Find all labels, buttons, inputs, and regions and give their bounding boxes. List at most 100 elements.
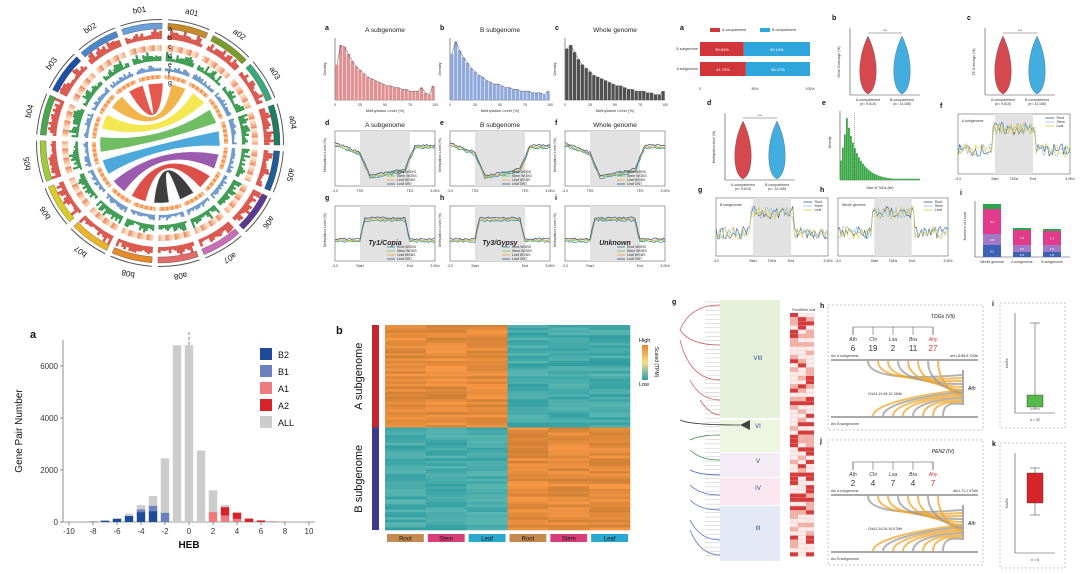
heat-box: [790, 376, 798, 380]
heat-box: [798, 481, 806, 485]
panel-label-b: b: [336, 325, 343, 337]
heat-cell: [548, 325, 589, 328]
heat-cell: [385, 476, 426, 479]
heat-cell: [589, 392, 630, 395]
bar-b2: [137, 512, 145, 522]
heat-cell: [467, 343, 508, 346]
species-label: Bra: [909, 472, 917, 478]
tree-branch: [680, 305, 720, 330]
tad-hist-bar: [914, 179, 916, 180]
heat-cell: [467, 392, 508, 395]
heat-box: [790, 401, 798, 405]
hist-bar: [412, 91, 415, 100]
heat-cell: [589, 489, 630, 492]
heat-box: [798, 477, 806, 481]
heat-cell: [385, 453, 426, 456]
heat-box: [798, 401, 806, 405]
heat-cell: [467, 484, 508, 487]
heat-box: [798, 321, 806, 325]
legend-label: Leaf: [1057, 124, 1064, 128]
hist-bar: [577, 59, 580, 100]
heat-cell: [589, 420, 630, 423]
heat-box: [798, 355, 806, 359]
te-family-label: Ty3/Gypsy: [482, 240, 518, 247]
tad-hist-bar: [894, 179, 896, 180]
heat-box: [790, 447, 798, 451]
heat-cell: [426, 384, 467, 387]
hist-bar: [355, 66, 358, 100]
heat-cell: [426, 525, 467, 528]
heat-cell: [508, 510, 549, 513]
panel-label-b: b: [832, 15, 836, 22]
heat-cell: [467, 522, 508, 525]
x-tick: 50: [498, 103, 502, 107]
track-c-cell: [161, 235, 163, 241]
heat-cell: [589, 325, 630, 328]
heat-cell: [426, 504, 467, 507]
heat-box: [790, 502, 798, 506]
y-axis-label: Methylation level (%): [712, 131, 716, 163]
heat-cell: [508, 394, 549, 397]
heat-box: [790, 552, 798, 556]
heat-cell: [548, 474, 589, 477]
heat-cell: [426, 387, 467, 390]
column-label: Leaf: [604, 537, 616, 543]
heat-cell: [426, 325, 467, 328]
heat-cell: [467, 328, 508, 331]
hist-bar: [343, 47, 346, 100]
heat-cell: [467, 356, 508, 359]
panel-label-g: g: [698, 187, 702, 194]
heat-cell: [467, 481, 508, 484]
heat-cell: [426, 515, 467, 518]
heat-cell: [548, 351, 589, 354]
tad-hist-bar: [906, 179, 908, 180]
tad-hist-bar: [870, 172, 872, 180]
heat-cell: [426, 363, 467, 366]
heat-box: [798, 439, 806, 443]
heat-cell: [426, 474, 467, 477]
heat-box: [790, 498, 798, 502]
heat-cell: [426, 407, 467, 410]
violin-n: (n= 9,610): [860, 102, 876, 106]
species-label: Bra: [909, 337, 917, 343]
heat-cell: [548, 510, 589, 513]
heat-box: [790, 531, 798, 535]
hist-bar: [408, 91, 411, 100]
heat-box: [798, 326, 806, 330]
y-axis-label: Gene Coverage (%): [837, 46, 841, 77]
coord-b: ChiA1:19.48-15.19Mb: [868, 392, 902, 396]
heat-box: [798, 523, 806, 527]
heat-box: [798, 414, 806, 418]
heat-cell: [548, 392, 589, 395]
heat-cell: [508, 379, 549, 382]
heat-cell: [548, 456, 589, 459]
heat-cell: [426, 466, 467, 469]
heat-box: [806, 380, 814, 384]
heat-cell: [589, 435, 630, 438]
heat-cell: [467, 428, 508, 431]
hist-bar: [627, 89, 630, 100]
x-tick: TES: [522, 189, 529, 193]
heat-cell: [467, 353, 508, 356]
heat-box: [790, 439, 798, 443]
heat-cell: [385, 412, 426, 415]
heat-box: [790, 426, 798, 430]
column-label: Stem: [562, 537, 576, 543]
heat-cell: [508, 512, 549, 515]
species-label: Ath: [848, 472, 857, 478]
heat-box: [806, 477, 814, 481]
tad-hist-bar: [884, 177, 886, 180]
heat-box: [798, 464, 806, 468]
track-c-cell: [252, 142, 258, 144]
x-tick: -10: [63, 527, 75, 536]
hist-bar: [405, 89, 408, 100]
heat-cell: [467, 499, 508, 502]
heat-box: [790, 515, 798, 519]
heat-box: [798, 473, 806, 477]
heat-cell: [467, 371, 508, 374]
heat-cell: [548, 381, 589, 384]
heat-cell: [508, 397, 549, 400]
heat-cell: [589, 425, 630, 428]
heat-cell: [508, 497, 549, 500]
